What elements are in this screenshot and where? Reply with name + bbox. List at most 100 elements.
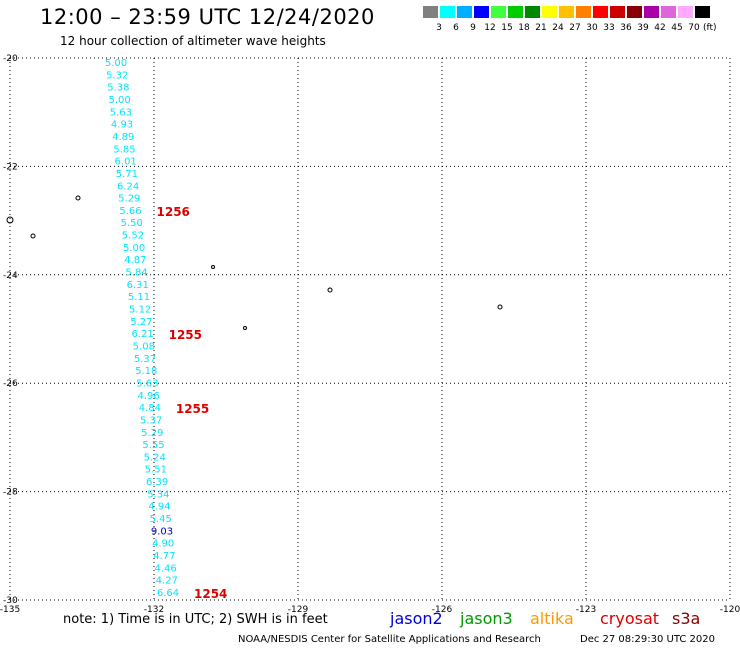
colorbar-unit: (ft)	[703, 23, 717, 33]
wave-height-label: 6.31	[127, 280, 149, 291]
colorbar-swatch	[439, 5, 456, 19]
latitude-tick-label: -24	[3, 271, 18, 281]
mission-altika: altika	[530, 609, 574, 628]
wave-height-label: 5.18	[135, 366, 157, 377]
colorbar-swatch	[694, 5, 711, 19]
colorbar-swatch	[558, 5, 575, 19]
colorbar-swatch	[626, 5, 643, 19]
colorbar-swatch	[592, 5, 609, 19]
wave-height-label: 4.93	[111, 120, 133, 131]
wave-height-label: 4.27	[156, 576, 178, 587]
wave-height-label: 5.34	[147, 489, 169, 500]
island-outline	[243, 326, 247, 330]
colorbar-label: 9	[470, 23, 476, 33]
wave-height-label: 4.46	[154, 563, 176, 574]
credit-text: NOAA/NESDIS Center for Satellite Applica…	[238, 634, 541, 645]
wave-height-label: 5.08	[133, 341, 155, 352]
wave-height-label: 5.29	[141, 428, 163, 439]
colorbar-label: 33	[603, 23, 615, 33]
latitude-tick-label: -28	[3, 488, 18, 498]
longitude-tick-label: -132	[144, 605, 164, 615]
colorbar-label: 42	[654, 23, 666, 33]
pass-time-label: 1254	[194, 587, 227, 601]
colorbar-swatch	[422, 5, 439, 19]
wave-height-label: 5.37	[140, 415, 162, 426]
wave-height-label: 5.32	[106, 70, 128, 81]
island-outline	[6, 216, 14, 224]
colorbar-label: 36	[620, 23, 632, 33]
longitude-tick-label: -123	[576, 605, 596, 615]
wave-height-label: 5.50	[121, 218, 143, 229]
wave-height-label: 6.21	[131, 329, 153, 340]
wave-height-label: 4.90	[152, 539, 174, 550]
map-subtitle: 12 hour collection of altimeter wave hei…	[60, 34, 326, 48]
colorbar-swatch	[609, 5, 626, 19]
colorbar-label: 18	[518, 23, 530, 33]
wave-height-label: 5.12	[129, 305, 151, 316]
wave-height-label: 5.29	[118, 194, 140, 205]
longitude-tick-label: -129	[288, 605, 309, 615]
wave-height-label: 5.27	[130, 317, 152, 328]
colorbar-swatch	[507, 5, 524, 19]
wave-height-label: 5.00	[105, 58, 127, 69]
colorbar-swatch	[524, 5, 541, 19]
colorbar-label: 24	[552, 23, 564, 33]
wave-height-label: 5.55	[142, 440, 164, 451]
wave-height-label: 4.96	[138, 391, 160, 402]
colorbar-label: 12	[484, 23, 496, 33]
wave-height-label: 5.85	[113, 144, 135, 155]
mission-cryosat: cryosat	[600, 609, 660, 628]
island-outline	[211, 265, 215, 269]
island-outline	[30, 233, 36, 239]
latitude-tick-label: -20	[3, 54, 18, 64]
latitude-tick-label: -26	[3, 379, 18, 389]
wave-height-label: 5.63	[110, 107, 132, 118]
wave-height-label: 5.11	[128, 292, 150, 303]
wave-height-label: 6.64	[157, 588, 179, 599]
wave-height-label: 5.37	[134, 354, 156, 365]
footer-note: note: 1) Time is in UTC; 2) SWH is in fe…	[63, 612, 328, 627]
colorbar-swatch	[677, 5, 694, 19]
wave-height-label: 6.01	[115, 157, 137, 168]
colorbar-label: 30	[586, 23, 598, 33]
colorbar-label: 15	[501, 23, 513, 33]
longitude-tick-label: -135	[0, 605, 20, 615]
wave-height-label: 5.38	[107, 83, 129, 94]
wave-height-label: 4.87	[124, 255, 146, 266]
mission-jason3: jason3	[460, 609, 513, 628]
latitude-tick-label: -22	[3, 162, 18, 172]
wave-height-label: 4.84	[139, 403, 161, 414]
pass-time-label: 1255	[176, 402, 209, 416]
pass-time-label: 1256	[157, 205, 190, 219]
wave-height-label: 5.24	[144, 452, 166, 463]
island-outline	[327, 287, 333, 293]
colorbar-swatch	[575, 5, 592, 19]
colorbar-label: 6	[453, 23, 459, 33]
wave-height-label: 4.94	[148, 502, 170, 513]
colorbar-label: 45	[671, 23, 683, 33]
latitude-tick-label: -30	[3, 596, 18, 606]
colorbar-swatch	[660, 5, 677, 19]
colorbar-label: 3	[436, 23, 442, 33]
mission-jason2: jason2	[390, 609, 443, 628]
island-outline	[75, 195, 81, 201]
wave-height-label: 5.66	[119, 206, 141, 217]
colorbar-swatch	[643, 5, 660, 19]
longitude-tick-label: -126	[432, 605, 453, 615]
generation-timestamp: Dec 27 08:29:30 UTC 2020	[580, 634, 715, 645]
colorbar-swatch	[456, 5, 473, 19]
wave-height-label: 5.84	[125, 268, 147, 279]
wave-height-label: 5.45	[150, 514, 172, 525]
wave-height-label: 5.00	[108, 95, 130, 106]
wave-height-label: 5.52	[122, 231, 144, 242]
colorbar-swatch	[541, 5, 558, 19]
wave-height-label: 5.63	[136, 378, 158, 389]
wave-height-label: 9.03	[151, 526, 173, 537]
colorbar-swatch	[490, 5, 507, 19]
colorbar-label: 21	[535, 23, 547, 33]
wave-height-label: 6.39	[146, 477, 168, 488]
wave-height-label: 5.00	[123, 243, 145, 254]
colorbar-label: 70	[688, 23, 700, 33]
wave-height-label: 5.71	[116, 169, 138, 180]
